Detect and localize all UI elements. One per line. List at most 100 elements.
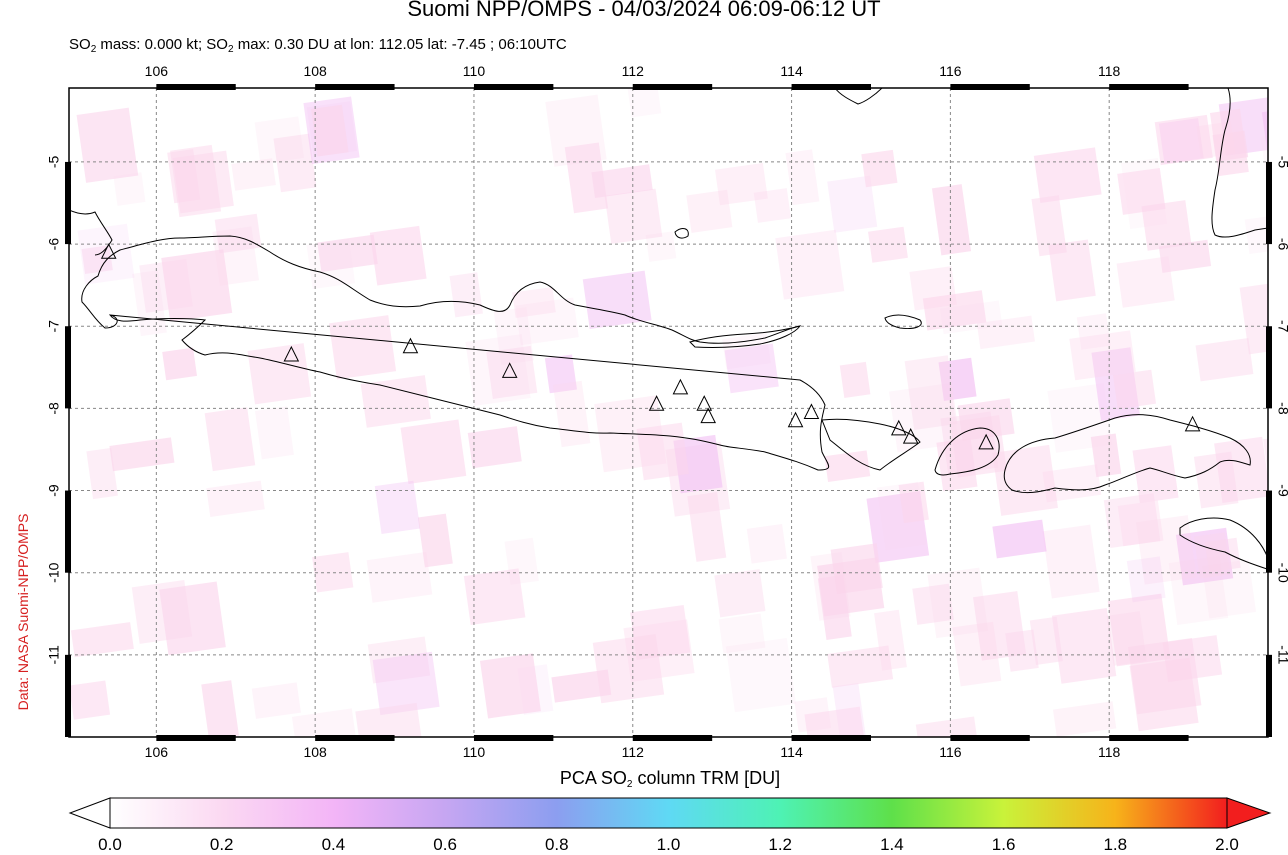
coastline-sumba bbox=[1179, 517, 1268, 570]
lon-tick-label: 112 bbox=[622, 744, 645, 760]
coastline-sumbawa bbox=[1003, 414, 1251, 494]
so2-pixel bbox=[551, 669, 612, 703]
so2-pixel bbox=[372, 651, 440, 716]
so2-pixel bbox=[515, 297, 579, 346]
lat-tick-label: -6 bbox=[1275, 238, 1288, 251]
frame-bar bbox=[1266, 490, 1272, 573]
frame-bar bbox=[156, 735, 236, 741]
so2-pixel bbox=[328, 315, 397, 380]
so2-pixel bbox=[1126, 556, 1166, 603]
so2-pixel bbox=[367, 636, 431, 684]
so2-pixel bbox=[254, 116, 305, 164]
frame-bar bbox=[791, 735, 871, 741]
lon-tick-label: 108 bbox=[303, 63, 327, 79]
volcano-marker bbox=[283, 345, 300, 362]
lat-tick-label: -11 bbox=[46, 645, 62, 664]
coastline-borneo-west bbox=[834, 88, 883, 105]
so2-pixel bbox=[360, 375, 431, 428]
frame-bar bbox=[65, 326, 71, 409]
so2-pixel bbox=[1239, 280, 1268, 355]
so2-label-prefix: SO bbox=[69, 36, 91, 53]
so2-pixel bbox=[306, 239, 356, 290]
so2-pixel bbox=[714, 163, 768, 206]
so2-pixel bbox=[1033, 147, 1102, 203]
so2-pixel bbox=[940, 300, 1003, 335]
so2-pixel bbox=[724, 343, 779, 394]
coastline-sumatra bbox=[69, 209, 113, 256]
colorbar-label-prefix: PCA SO bbox=[559, 768, 627, 788]
so2-pixel bbox=[317, 234, 378, 272]
lon-tick-label: 114 bbox=[780, 63, 803, 79]
so2-summary: SO2 mass: 0.000 kt; SO2 max: 0.30 DU at … bbox=[69, 36, 567, 55]
so2-pixel bbox=[1168, 555, 1229, 626]
so2-max-text: max: 0.30 DU at lon: 112.05 lat: -7.45 ;… bbox=[233, 36, 567, 53]
so2-pixel bbox=[374, 480, 421, 534]
lon-tick-label: 110 bbox=[463, 744, 486, 760]
so2-pixel bbox=[479, 653, 541, 719]
so2-pixel bbox=[1201, 559, 1257, 619]
so2-pixel bbox=[915, 716, 982, 737]
frame-bar bbox=[950, 84, 1030, 90]
lat-tick-label: -9 bbox=[1275, 484, 1288, 497]
frame-bar bbox=[315, 735, 395, 741]
so2-pixel bbox=[512, 286, 556, 318]
colorbar-body bbox=[68, 797, 1272, 829]
coastline-bali bbox=[821, 418, 921, 471]
so2-pixel bbox=[904, 355, 958, 430]
so2-pixel bbox=[1042, 464, 1102, 503]
volcano-marker bbox=[501, 362, 518, 378]
so2-pixel bbox=[992, 444, 1058, 516]
volcano-marker bbox=[402, 337, 419, 354]
so2-pixel bbox=[1005, 629, 1039, 672]
lat-tick-label: -5 bbox=[46, 156, 62, 169]
so2-pixel bbox=[804, 706, 870, 737]
so2-pixel bbox=[255, 406, 294, 460]
so2-pixel bbox=[718, 613, 766, 654]
so2-pixel bbox=[604, 188, 663, 244]
so2-pixel bbox=[486, 345, 538, 399]
volcano-marker bbox=[100, 243, 117, 259]
so2-pixel bbox=[170, 144, 222, 218]
so2-pixel bbox=[630, 604, 691, 661]
coastline-sulawesi bbox=[1211, 88, 1268, 238]
so2-pixel bbox=[927, 567, 989, 639]
map-title: Suomi NPP/OMPS - 04/03/2024 06:09-06:12 … bbox=[407, 0, 881, 21]
colorbar-tick-label: 0.4 bbox=[322, 835, 346, 854]
so2-pixel bbox=[627, 88, 662, 118]
frame-bar bbox=[1266, 161, 1272, 245]
so2-pixel bbox=[722, 332, 771, 370]
lon-tick-label: 106 bbox=[145, 744, 169, 760]
colorbar-tick-label: 1.4 bbox=[880, 835, 904, 854]
so2-pixel bbox=[291, 708, 359, 737]
so2-pixel bbox=[952, 621, 1002, 687]
coastline-madura bbox=[689, 325, 802, 348]
lon-tick-label: 118 bbox=[1098, 63, 1121, 79]
so2-pixel bbox=[582, 270, 652, 329]
so2-pixel bbox=[636, 422, 689, 481]
so2-pixel bbox=[810, 551, 851, 621]
coastline-lombok bbox=[934, 427, 1000, 476]
so2-subscript: 2 bbox=[90, 44, 97, 55]
so2-pixel bbox=[775, 229, 845, 300]
so2-subscript-2: 2 bbox=[227, 44, 234, 55]
so2-pixel bbox=[623, 619, 695, 682]
so2-pixel bbox=[785, 149, 820, 206]
so2-pixel bbox=[552, 380, 591, 448]
so2-pixel bbox=[861, 149, 898, 188]
coastlines bbox=[69, 88, 1268, 570]
lat-tick-label: -7 bbox=[46, 320, 62, 333]
frame-bar bbox=[1109, 84, 1189, 90]
coastline-java bbox=[81, 235, 830, 471]
so2-pixel bbox=[1162, 635, 1223, 683]
so2-pixel bbox=[938, 357, 977, 402]
so2-pixel bbox=[1076, 313, 1111, 350]
so2-pixel bbox=[159, 581, 226, 656]
so2-pixel bbox=[504, 537, 539, 585]
so2-pixel bbox=[77, 223, 135, 285]
so2-pixel bbox=[1029, 616, 1063, 665]
lon-tick-label: 112 bbox=[622, 63, 645, 79]
colorbar-under-arrow bbox=[68, 797, 111, 829]
so2-pixel bbox=[231, 158, 276, 191]
so2-pixel bbox=[161, 249, 233, 322]
so2-pixel bbox=[686, 189, 733, 233]
